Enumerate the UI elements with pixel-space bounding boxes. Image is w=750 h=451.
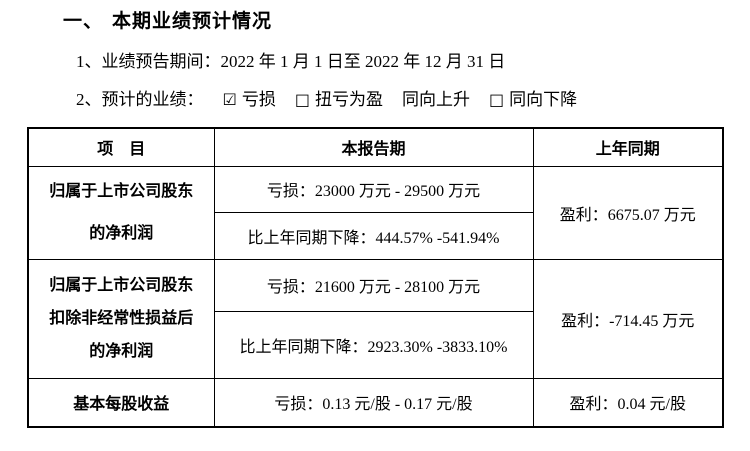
- table-header-row: 项 目 本报告期 上年同期: [27, 127, 724, 167]
- row1-item: 归属于上市公司股东 的净利润: [27, 165, 215, 260]
- header-prior-period: 上年同期: [532, 127, 724, 167]
- section-title-text: 本期业绩预计情况: [112, 11, 273, 32]
- performance-forecast-table: 项 目 本报告期 上年同期 归属于上市公司股东 的净利润 亏损：23000 万元…: [27, 127, 724, 428]
- table-row: 比上年同期下降：2923.30% -3833.10%: [28, 310, 723, 379]
- option-turn-profit-label: 扭亏为盈: [314, 90, 383, 109]
- row2-item-line1: 归属于上市公司股东: [49, 277, 194, 294]
- option-same-direction-up: 同向上升: [402, 90, 470, 109]
- row1-item-line1: 归属于上市公司股东: [49, 182, 194, 200]
- row2-item-line3: 的净利润: [89, 343, 154, 360]
- option-turn-profit: □ 扭亏为盈: [295, 90, 383, 109]
- option-loss: ☑ 亏损: [223, 90, 276, 109]
- row1-item-line2: 的净利润: [89, 224, 154, 242]
- row3-current-loss-range: 亏损：0.13 元/股 - 0.17 元/股: [213, 377, 534, 428]
- row1-current-yoy-change: 比上年同期下降：444.57% -541.94%: [213, 211, 534, 260]
- row2-item: 归属于上市公司股东 扣除非经常性损益后 的净利润: [27, 258, 215, 379]
- row1-current-loss-range: 亏损：23000 万元 - 29500 万元: [213, 165, 534, 213]
- option-same-direction-up-label: 同向上升: [401, 90, 470, 109]
- table-row: 比上年同期下降：444.57% -541.94%: [28, 211, 723, 260]
- table-row: 基本每股收益 亏损：0.13 元/股 - 0.17 元/股 盈利：0.04 元/…: [27, 377, 724, 428]
- option-same-direction-down-label: 同向下降: [509, 90, 578, 109]
- option-same-direction-down: □ 同向下降: [489, 90, 577, 109]
- forecast-type-line: 2、预计的业绩： ☑ 亏损 □ 扭亏为盈 同向上升 □ 同向下降: [76, 85, 577, 110]
- header-current-period: 本报告期: [213, 127, 534, 167]
- table-row: 归属于上市公司股东 扣除非经常性损益后 的净利润 亏损：21600 万元 - 2…: [27, 258, 724, 379]
- row2-current-loss-range: 亏损：21600 万元 - 28100 万元: [213, 258, 534, 312]
- option-loss-label: 亏损: [241, 90, 276, 109]
- row1-prior-profit: 盈利：6675.07 万元: [532, 165, 724, 260]
- row2-current-yoy-change: 比上年同期下降：2923.30% -3833.10%: [213, 310, 534, 379]
- checkbox-checked-icon: ☑: [222, 90, 237, 109]
- row2-item-line2: 扣除非经常性损益后: [49, 310, 194, 327]
- table-row: 归属于上市公司股东 的净利润 亏损：23000 万元 - 29500 万元 盈利…: [27, 165, 724, 260]
- forecast-type-prefix: 2、预计的业绩：: [76, 90, 204, 109]
- row2-prior-profit: 盈利：-714.45 万元: [532, 258, 724, 379]
- row3-prior-profit: 盈利：0.04 元/股: [532, 377, 724, 428]
- checkbox-unchecked-icon: □: [294, 90, 310, 109]
- checkbox-unchecked-icon: □: [488, 90, 505, 109]
- forecast-period-line: 1、业绩预告期间：2022 年 1 月 1 日至 2022 年 12 月 31 …: [76, 52, 506, 71]
- row3-item: 基本每股收益: [27, 377, 215, 428]
- section-title: 一、 本期业绩预计情况: [63, 6, 272, 33]
- section-number: 一、: [63, 11, 104, 32]
- header-item: 项 目: [27, 127, 215, 167]
